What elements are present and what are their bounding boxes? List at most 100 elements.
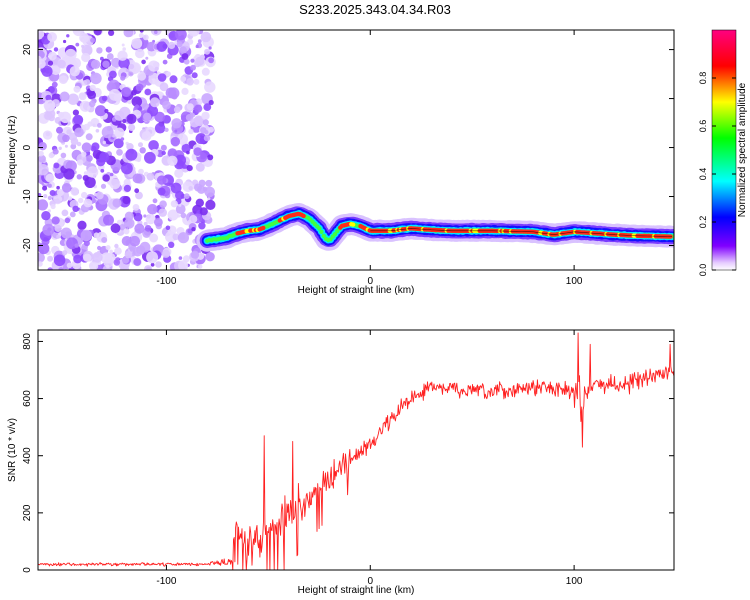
noise-cell <box>195 162 205 172</box>
noise-cell <box>146 172 155 181</box>
noise-cell <box>47 195 53 201</box>
noise-cell <box>165 225 171 231</box>
noise-cell <box>131 96 143 107</box>
noise-cell <box>63 39 67 44</box>
noise-cell <box>139 30 144 33</box>
snr-xlabel: Height of straight line (km) <box>298 585 415 596</box>
noise-cell <box>161 249 171 258</box>
noise-cell <box>100 183 107 189</box>
noise-cell <box>112 198 122 208</box>
noise-cell <box>149 97 160 108</box>
noise-cell <box>134 223 145 234</box>
noise-cell <box>194 104 203 113</box>
noise-cell <box>86 155 93 162</box>
noise-cell <box>73 114 84 125</box>
noise-cell <box>175 30 187 41</box>
noise-cell <box>74 243 79 248</box>
noise-cell <box>38 193 42 197</box>
noise-cell <box>127 100 132 105</box>
noise-cell <box>141 131 152 141</box>
noise-cell <box>135 83 144 92</box>
noise-cell <box>67 196 73 201</box>
noise-cell <box>72 30 85 37</box>
noise-cell <box>121 236 132 246</box>
noise-cell <box>96 47 103 54</box>
noise-cell <box>109 172 114 177</box>
noise-cell <box>88 100 96 108</box>
noise-cell <box>67 93 79 105</box>
noise-cell <box>154 66 159 71</box>
noise-cell <box>82 174 89 182</box>
noise-cell <box>79 32 90 43</box>
noise-cell <box>47 255 54 262</box>
noise-cell <box>190 250 200 259</box>
noise-cell <box>138 142 143 148</box>
noise-cell <box>97 123 102 128</box>
noise-cell <box>86 166 99 178</box>
noise-cell <box>199 207 208 216</box>
noise-cell <box>170 136 180 147</box>
noise-cell <box>83 198 93 208</box>
noise-cell <box>202 119 209 126</box>
ridge-peak-cell <box>301 213 306 219</box>
colorbar-gradient <box>711 29 737 271</box>
noise-cell <box>58 267 64 270</box>
noise-cell <box>186 103 194 111</box>
noise-cell <box>110 57 121 68</box>
noise-cell <box>134 104 140 109</box>
noise-cell <box>72 205 79 212</box>
noise-cell <box>190 58 195 63</box>
noise-cell <box>47 60 54 66</box>
noise-cell <box>178 260 189 270</box>
noise-cell <box>62 250 68 256</box>
y-tick-label: 400 <box>22 447 33 464</box>
ridge-cell <box>332 232 338 237</box>
noise-cell <box>45 94 52 101</box>
noise-cell <box>171 118 182 129</box>
noise-cell <box>57 59 66 69</box>
noise-cell <box>81 44 93 56</box>
noise-cell <box>186 150 190 155</box>
noise-cell <box>88 261 99 270</box>
noise-cell <box>197 39 202 44</box>
noise-cell <box>190 64 197 71</box>
y-tick-label: 0 <box>22 567 33 573</box>
noise-cell <box>42 223 55 236</box>
noise-cell <box>159 200 167 208</box>
noise-cell <box>200 31 212 43</box>
x-tick-label: 100 <box>566 276 583 287</box>
noise-cell <box>124 211 134 221</box>
noise-cell <box>208 46 212 50</box>
noise-cell <box>123 30 134 38</box>
noise-cell <box>144 265 153 270</box>
noise-cell <box>106 264 110 269</box>
snr-panel: -100 0 100 0 200 400 600 800 Height of straight… <box>7 329 675 596</box>
y-tick-label: 20 <box>22 44 33 56</box>
noise-cell <box>181 87 189 95</box>
ridge-centerline <box>370 228 673 237</box>
x-tick-label: -100 <box>156 576 176 587</box>
noise-cell <box>122 47 126 51</box>
noise-cell <box>200 127 207 134</box>
noise-cell <box>70 187 79 196</box>
noise-cell <box>53 195 63 205</box>
noise-cell <box>105 46 112 53</box>
noise-cell <box>208 126 215 133</box>
noise-cell <box>167 148 178 158</box>
noise-cell <box>109 178 121 190</box>
noise-cell <box>108 30 115 36</box>
noise-cell <box>120 137 125 141</box>
ridge-peak-cell <box>350 222 356 227</box>
spectrogram-heatmap <box>38 30 674 270</box>
noise-cell <box>166 71 172 77</box>
noise-cell <box>83 240 90 247</box>
noise-cell <box>51 216 60 225</box>
noise-cell <box>69 66 81 77</box>
ridge-cell <box>319 229 324 234</box>
noise-cell <box>188 128 194 135</box>
noise-cell <box>102 174 110 182</box>
noise-cell <box>154 122 166 134</box>
y-tick-label: 0 <box>22 144 33 150</box>
noise-cell <box>177 232 189 244</box>
noise-cell <box>120 263 125 268</box>
